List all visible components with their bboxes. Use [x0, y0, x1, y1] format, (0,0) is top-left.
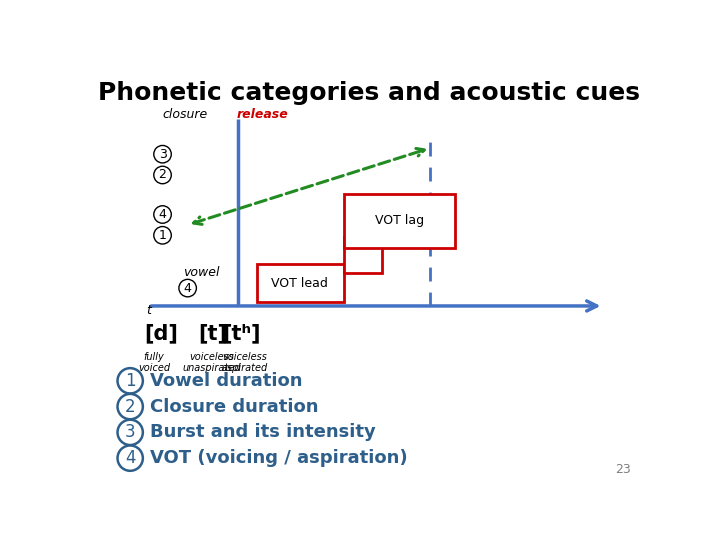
Text: VOT lead: VOT lead	[271, 276, 328, 289]
Text: VOT (voicing / aspiration): VOT (voicing / aspiration)	[150, 449, 408, 467]
Text: 2: 2	[125, 397, 135, 416]
Text: [d]: [d]	[144, 323, 178, 343]
Text: 4: 4	[184, 281, 192, 295]
Text: VOT lag: VOT lag	[375, 214, 424, 227]
Bar	[258, 265, 344, 302]
Text: 3: 3	[125, 423, 135, 441]
Text: voiceless
unaspirated: voiceless unaspirated	[182, 352, 241, 373]
Text: 1: 1	[125, 372, 135, 390]
Text: release: release	[237, 108, 289, 121]
Text: Vowel duration: Vowel duration	[150, 372, 303, 390]
Bar	[344, 238, 382, 273]
Text: 1: 1	[158, 229, 166, 242]
Text: vowel: vowel	[184, 266, 220, 279]
Text: vowel: vowel	[273, 266, 309, 279]
Text: 23: 23	[616, 463, 631, 476]
Text: [tʰ]: [tʰ]	[222, 323, 261, 343]
Text: 3: 3	[158, 148, 166, 161]
Text: t: t	[146, 305, 151, 318]
Text: Closure duration: Closure duration	[150, 397, 319, 416]
Text: 4: 4	[158, 208, 166, 221]
Text: 2: 2	[158, 168, 166, 181]
Text: 4: 4	[125, 449, 135, 467]
Text: closure: closure	[162, 108, 207, 121]
Text: Phonetic categories and acoustic cues: Phonetic categories and acoustic cues	[98, 82, 640, 105]
Text: [t]: [t]	[198, 323, 228, 343]
Bar	[344, 194, 456, 248]
Text: voiceless
aspirated: voiceless aspirated	[222, 352, 269, 373]
Text: fully
voiced: fully voiced	[138, 352, 170, 373]
Text: Burst and its intensity: Burst and its intensity	[150, 423, 376, 441]
